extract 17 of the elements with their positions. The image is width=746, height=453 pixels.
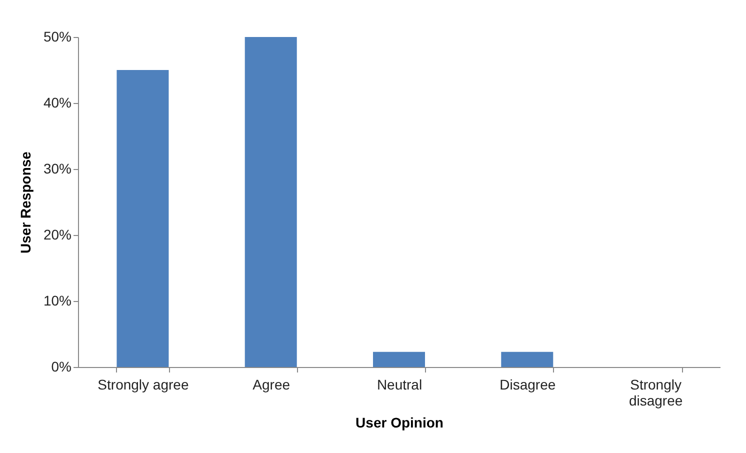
y-tick-label: 30%: [43, 160, 72, 176]
y-tick-label: 20%: [43, 226, 72, 242]
x-tick-label: Agree: [252, 376, 290, 392]
y-tick-label: 50%: [43, 28, 72, 44]
y-tick-label: 40%: [43, 94, 72, 110]
bar: [116, 70, 169, 367]
bar: [501, 352, 554, 367]
bar: [373, 352, 425, 367]
x-axis-title: User Opinion: [356, 414, 444, 430]
x-tick-label: Strongly disagree: [628, 376, 683, 408]
x-tick-label: Strongly agree: [98, 376, 189, 392]
y-tick-label: 10%: [43, 292, 72, 308]
bar: [244, 37, 297, 367]
y-axis-title: User Response: [17, 151, 34, 254]
y-tick-label: 0%: [51, 358, 72, 374]
x-tick-label: Neutral: [376, 376, 422, 392]
x-tick-label: Disagree: [500, 376, 556, 392]
